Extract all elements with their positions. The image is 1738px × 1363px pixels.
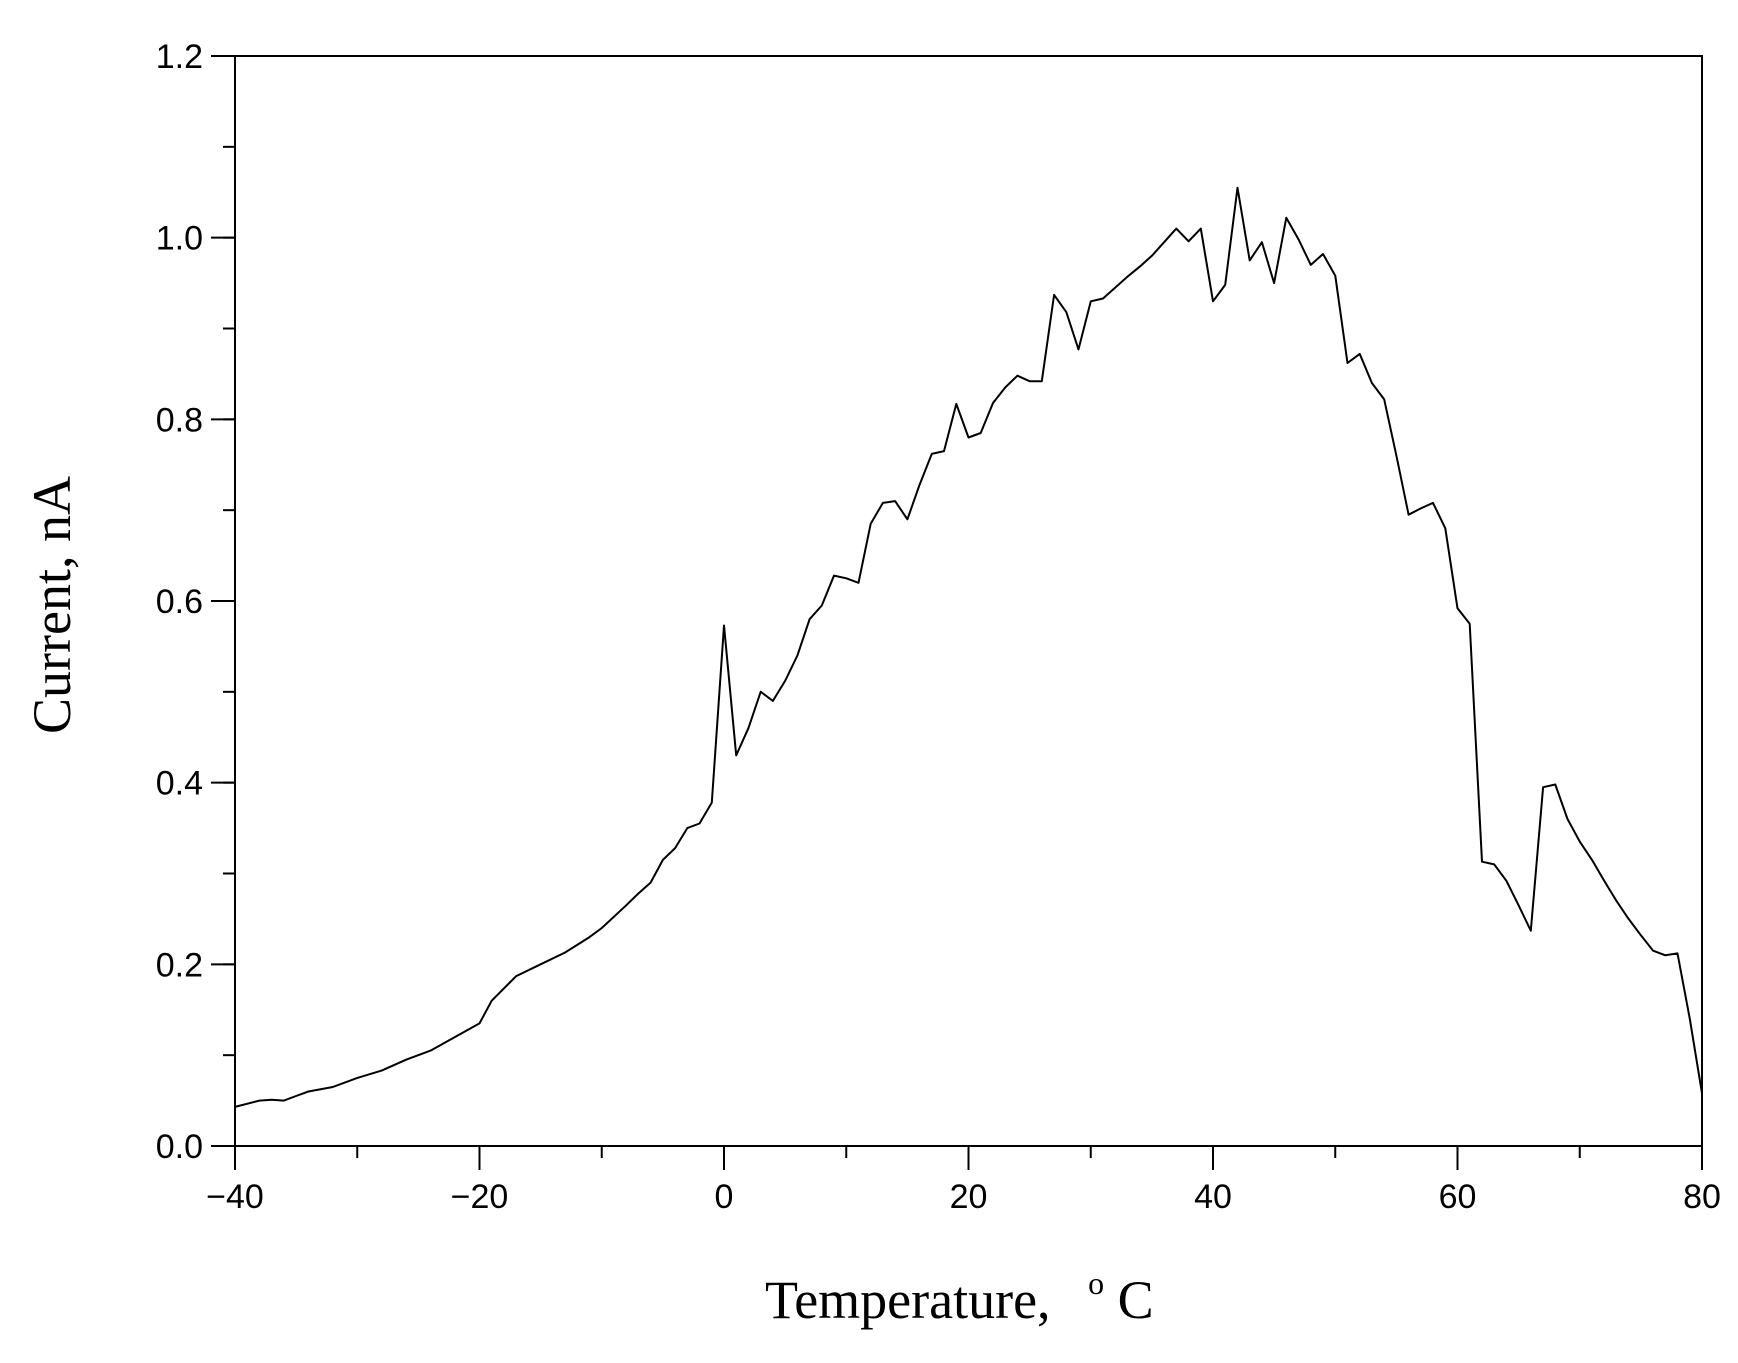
x-axis-title-text: Temperature, <box>765 1270 1051 1330</box>
y-tick-label: 0.8 <box>156 401 203 439</box>
y-axis-title: Current, nA <box>22 476 82 734</box>
y-tick-label: 1.2 <box>156 38 203 76</box>
x-axis-unit-superscript: o <box>1088 1265 1104 1301</box>
x-tick-label: 0 <box>715 1178 734 1216</box>
y-tick-label: 0.0 <box>156 1128 203 1166</box>
x-axis: −40 −20 0 20 40 60 80 <box>206 1146 1721 1216</box>
x-tick-label: 20 <box>950 1178 988 1216</box>
x-axis-unit: C <box>1118 1270 1154 1330</box>
y-tick-label: 0.6 <box>156 583 203 621</box>
x-tick-label: −40 <box>206 1178 264 1216</box>
y-tick-label: 1.0 <box>156 220 203 258</box>
y-tick-label: 0.4 <box>156 765 203 803</box>
plot-frame <box>234 55 1703 1147</box>
y-axis: 0.0 0.2 0.4 0.6 0.8 1.0 1.2 <box>156 38 235 1166</box>
x-tick-label: 80 <box>1683 1178 1721 1216</box>
current-vs-temperature-line <box>234 186 1703 1108</box>
y-tick-label: 0.2 <box>156 946 203 984</box>
x-tick-label: 40 <box>1194 1178 1232 1216</box>
x-axis-title: Temperature, o C <box>765 1246 1154 1330</box>
x-tick-label: −20 <box>451 1178 509 1216</box>
x-tick-label: 60 <box>1439 1178 1477 1216</box>
